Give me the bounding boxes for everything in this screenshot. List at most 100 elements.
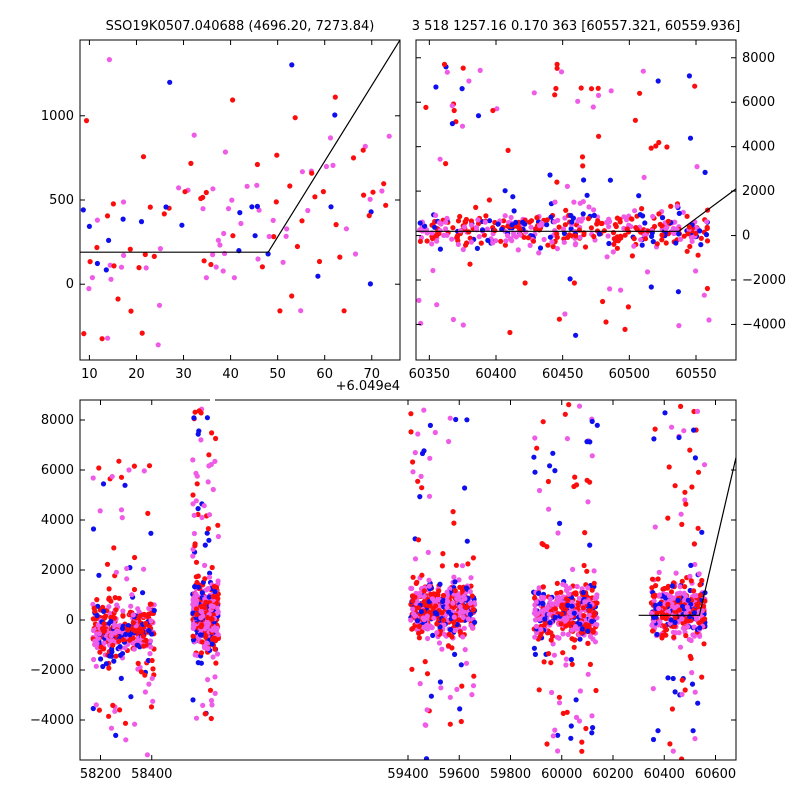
data-point bbox=[205, 646, 211, 652]
data-point bbox=[534, 215, 540, 221]
data-point bbox=[292, 115, 298, 121]
data-point bbox=[379, 188, 385, 194]
data-point bbox=[410, 469, 416, 475]
data-point bbox=[254, 182, 260, 188]
data-point bbox=[452, 627, 458, 634]
data-point bbox=[560, 226, 567, 232]
data-point bbox=[576, 227, 583, 233]
data-point bbox=[531, 454, 537, 460]
data-point bbox=[439, 610, 445, 616]
data-point bbox=[469, 692, 475, 698]
panel-bottom: 58200 58400 59400 59600 59800 60000 60200 60400… bbox=[30, 398, 737, 782]
data-point bbox=[208, 616, 214, 622]
data-point bbox=[436, 220, 442, 226]
data-point bbox=[204, 530, 210, 536]
data-point bbox=[199, 639, 205, 645]
data-point bbox=[137, 613, 143, 619]
data-point bbox=[113, 732, 119, 739]
data-point bbox=[212, 458, 218, 464]
data-point bbox=[481, 232, 487, 238]
data-point bbox=[692, 561, 698, 568]
data-point bbox=[193, 574, 199, 580]
data-point bbox=[440, 592, 447, 599]
data-point bbox=[452, 579, 458, 585]
data-point bbox=[116, 595, 122, 601]
data-point bbox=[312, 194, 318, 200]
data-point bbox=[110, 201, 116, 207]
data-point bbox=[220, 268, 226, 274]
data-point bbox=[691, 541, 698, 547]
data-point bbox=[417, 220, 423, 226]
data-point bbox=[695, 252, 701, 258]
data-point bbox=[89, 275, 95, 281]
data-point bbox=[579, 748, 585, 754]
data-point bbox=[106, 586, 112, 592]
data-point bbox=[582, 599, 588, 605]
data-point bbox=[465, 561, 471, 567]
data-point bbox=[131, 646, 137, 652]
data-point bbox=[682, 584, 688, 590]
data-point bbox=[589, 587, 595, 593]
data-point bbox=[209, 627, 215, 633]
panel-top-right-model-line bbox=[416, 188, 736, 232]
data-point bbox=[176, 185, 182, 191]
y-tick-label: 4000 bbox=[742, 140, 775, 155]
y-tick-label: −4000 bbox=[30, 713, 74, 728]
data-point bbox=[208, 697, 215, 704]
data-point bbox=[195, 660, 201, 666]
data-point bbox=[629, 216, 635, 222]
x-tick-label: 60450 bbox=[542, 367, 583, 382]
data-point bbox=[544, 217, 550, 223]
data-point bbox=[274, 152, 280, 158]
data-point bbox=[566, 609, 573, 616]
data-point bbox=[191, 599, 197, 605]
data-point bbox=[656, 139, 662, 146]
data-point bbox=[309, 170, 315, 176]
data-point bbox=[544, 741, 550, 747]
data-point bbox=[209, 636, 216, 642]
data-point bbox=[422, 659, 428, 665]
data-point bbox=[586, 204, 592, 210]
data-point bbox=[429, 625, 435, 631]
data-point bbox=[460, 634, 466, 640]
data-point bbox=[688, 578, 694, 584]
data-point bbox=[201, 258, 207, 264]
data-point bbox=[595, 85, 601, 91]
data-point bbox=[669, 424, 675, 430]
data-point bbox=[141, 643, 147, 649]
data-point bbox=[668, 589, 675, 595]
data-point bbox=[156, 302, 163, 308]
data-point bbox=[111, 658, 117, 664]
data-point bbox=[207, 570, 213, 576]
data-point bbox=[141, 611, 147, 618]
data-point bbox=[603, 319, 609, 325]
data-point bbox=[502, 242, 508, 248]
data-point bbox=[591, 568, 597, 574]
data-point bbox=[596, 133, 602, 139]
data-point bbox=[659, 223, 665, 229]
data-point bbox=[462, 647, 468, 653]
data-point bbox=[575, 602, 581, 608]
data-point bbox=[463, 660, 470, 666]
data-point bbox=[545, 478, 552, 485]
data-point bbox=[534, 630, 540, 636]
data-point bbox=[427, 455, 433, 461]
data-point bbox=[568, 735, 574, 741]
data-point bbox=[443, 161, 449, 167]
data-point bbox=[586, 608, 592, 614]
data-point bbox=[696, 571, 702, 577]
data-point bbox=[421, 625, 427, 631]
data-point bbox=[447, 694, 453, 700]
data-point bbox=[434, 621, 440, 627]
data-point bbox=[450, 600, 456, 606]
data-point bbox=[460, 322, 466, 328]
data-point bbox=[130, 612, 136, 618]
data-point bbox=[108, 598, 114, 604]
data-point bbox=[213, 264, 219, 270]
data-point bbox=[659, 632, 666, 638]
data-point bbox=[209, 564, 215, 571]
data-point bbox=[687, 447, 693, 453]
data-point bbox=[642, 220, 648, 226]
data-point bbox=[92, 638, 98, 644]
data-point bbox=[468, 218, 474, 224]
